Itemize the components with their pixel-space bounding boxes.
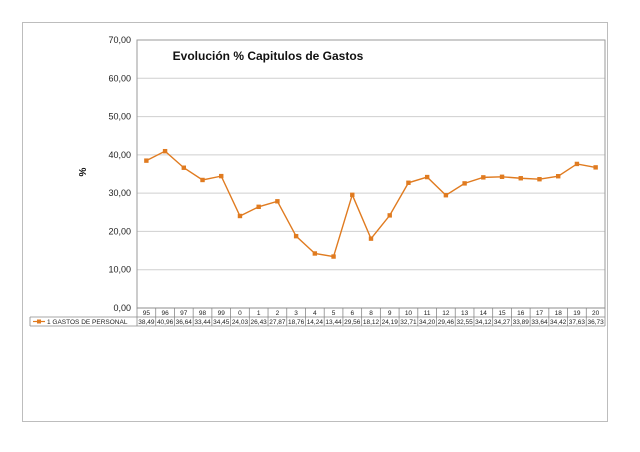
data-table-value: 24,03 [232, 319, 249, 326]
data-table-value: 32,55 [456, 319, 473, 326]
y-tick-label: 30,00 [108, 188, 131, 198]
data-point-marker [499, 174, 505, 179]
data-table-value: 34,42 [550, 319, 567, 326]
x-tick-label: 0 [238, 310, 242, 317]
x-tick-label: 8 [369, 310, 373, 317]
data-point-marker [312, 251, 318, 256]
x-tick-label: 19 [573, 310, 581, 317]
data-point-marker [200, 177, 205, 183]
y-tick-label: 0,00 [113, 303, 131, 313]
data-table-value: 34,45 [213, 319, 230, 326]
x-tick-label: 20 [592, 310, 600, 317]
data-table-value: 34,20 [419, 319, 436, 326]
data-table-value: 32,71 [400, 319, 417, 326]
data-table-value: 34,27 [494, 319, 511, 326]
x-tick-label: 10 [405, 310, 413, 317]
data-table-value: 26,43 [251, 319, 268, 326]
legend-square-marker [37, 319, 41, 324]
y-tick-label: 40,00 [108, 150, 131, 160]
data-table-value: 36,64 [176, 319, 193, 326]
data-table-value: 37,63 [569, 319, 586, 326]
data-table-value: 33,64 [531, 319, 548, 326]
data-point-marker [481, 175, 486, 180]
data-table-value: 40,96 [157, 319, 174, 326]
data-table-value: 24,19 [382, 319, 399, 326]
x-tick-label: 99 [218, 310, 226, 317]
y-tick-label: 20,00 [108, 226, 131, 236]
x-tick-label: 6 [350, 310, 354, 317]
x-tick-label: 12 [442, 310, 450, 317]
data-point-marker [293, 233, 299, 239]
data-point-marker [162, 148, 168, 154]
data-point-marker [537, 177, 542, 182]
data-point-marker [368, 236, 374, 241]
data-table-value: 29,46 [438, 319, 455, 326]
data-point-marker [443, 193, 449, 198]
x-tick-label: 11 [424, 310, 431, 317]
x-tick-label: 96 [161, 310, 169, 317]
plot-area-border [136, 39, 606, 309]
x-tick-label: 5 [332, 310, 336, 317]
chart-frame [22, 22, 608, 422]
data-point-marker [574, 161, 580, 167]
y-tick-label: 70,00 [108, 35, 131, 45]
legend-series-name: 1 GASTOS DE PERSONAL [47, 319, 128, 326]
x-tick-label: 16 [517, 310, 525, 317]
data-table-value: 18,12 [363, 319, 380, 326]
data-point-marker [424, 174, 430, 180]
data-point-marker [144, 158, 149, 163]
data-table-value: 33,44 [194, 319, 211, 326]
data-point-marker [219, 173, 224, 179]
data-table-value: 18,76 [288, 319, 305, 326]
x-tick-label: 13 [461, 310, 469, 317]
x-tick-label: 97 [180, 310, 188, 317]
data-table: 9538,499640,969736,649833,449934,45024,0… [29, 307, 606, 327]
data-point-marker [406, 180, 411, 185]
data-point-marker [331, 254, 336, 259]
data-point-marker [350, 192, 355, 198]
x-tick-label: 98 [199, 310, 207, 317]
y-axis-ticks: 0,00 10,00 20,00 30,00 40,00 50,00 60,00 70,00 [108, 35, 131, 313]
data-table-value: 29,56 [344, 319, 361, 326]
data-point-marker [462, 181, 467, 186]
y-tick-label: 10,00 [108, 265, 131, 275]
y-axis-label: % [78, 167, 89, 176]
x-tick-label: 17 [536, 310, 544, 317]
data-point-marker [387, 213, 392, 218]
chart-title: Evolución % Capitulos de Gastos [173, 49, 364, 63]
data-point-marker [275, 199, 280, 204]
x-tick-label: 2 [276, 310, 280, 317]
grid-layer [137, 39, 605, 309]
data-table-value: 14,24 [307, 319, 324, 326]
data-point-marker [256, 204, 261, 210]
data-point-marker [237, 213, 243, 219]
data-table-value: 36,73 [587, 319, 604, 326]
data-point-marker [181, 165, 186, 170]
x-tick-label: 95 [143, 310, 151, 317]
x-tick-label: 9 [388, 310, 392, 317]
data-table-value: 38,49 [138, 319, 155, 326]
data-point-marker [518, 176, 523, 181]
data-point-marker [593, 165, 598, 170]
x-tick-label: 14 [480, 310, 488, 317]
x-tick-label: 1 [257, 310, 261, 317]
x-tick-label: 15 [498, 310, 506, 317]
y-tick-label: 50,00 [108, 112, 131, 122]
legend: 1 GASTOS DE PERSONAL [33, 319, 128, 326]
y-tick-label: 60,00 [108, 73, 131, 83]
data-table-value: 13,44 [325, 319, 342, 326]
x-tick-label: 4 [313, 310, 317, 317]
data-point-marker [556, 174, 561, 179]
x-tick-label: 3 [294, 310, 298, 317]
data-table-value: 27,87 [269, 319, 286, 326]
x-tick-label: 18 [555, 310, 563, 317]
series-layer [144, 148, 598, 259]
data-table-value: 34,12 [475, 319, 492, 326]
data-table-value: 33,89 [513, 319, 530, 326]
